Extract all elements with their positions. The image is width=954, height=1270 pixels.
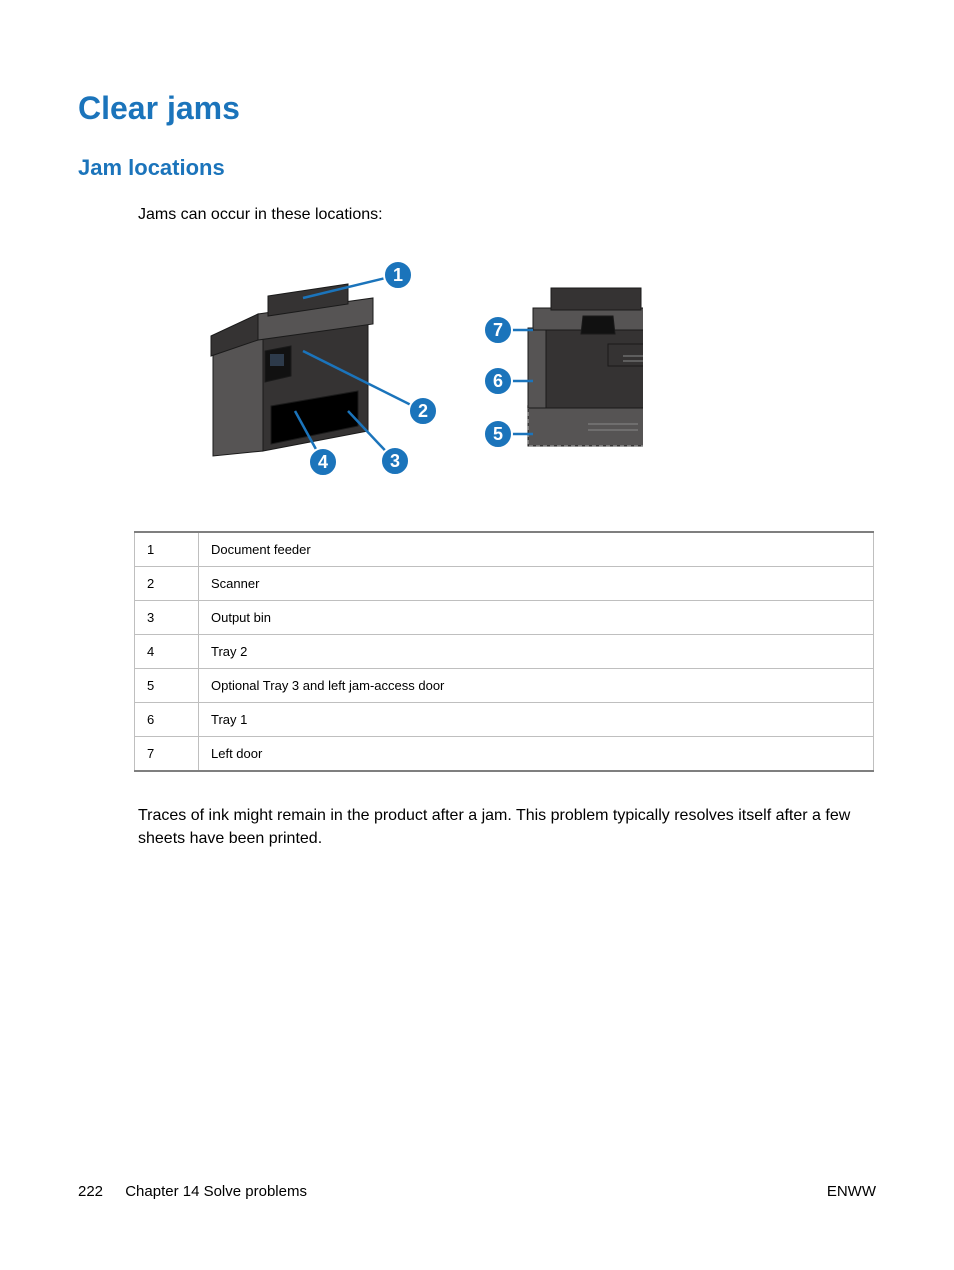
table-cell-number: 1 [135,532,199,567]
table-cell-label: Scanner [199,567,874,601]
svg-text:1: 1 [393,265,403,285]
table-row: 4Tray 2 [135,635,874,669]
jam-location-diagram: 1 2 3 4 5 6 7 [173,256,876,491]
svg-text:2: 2 [418,401,428,421]
table-row: 3Output bin [135,601,874,635]
table-row: 1Document feeder [135,532,874,567]
table-cell-label: Optional Tray 3 and left jam-access door [199,669,874,703]
table-cell-number: 6 [135,703,199,737]
page-footer: 222 Chapter 14 Solve problems ENWW [78,1183,876,1200]
table-row: 7Left door [135,737,874,772]
table-row: 5Optional Tray 3 and left jam-access doo… [135,669,874,703]
table-cell-number: 2 [135,567,199,601]
svg-text:3: 3 [390,451,400,471]
page-title: Clear jams [78,90,876,127]
intro-paragraph: Jams can occur in these locations: [138,203,876,226]
footer-right: ENWW [827,1183,876,1200]
table-cell-label: Output bin [199,601,874,635]
table-cell-number: 5 [135,669,199,703]
table-row: 2Scanner [135,567,874,601]
table-cell-label: Tray 2 [199,635,874,669]
note-paragraph: Traces of ink might remain in the produc… [138,804,876,850]
svg-text:5: 5 [493,424,503,444]
table-cell-label: Tray 1 [199,703,874,737]
table-cell-label: Document feeder [199,532,874,567]
table-cell-label: Left door [199,737,874,772]
svg-text:6: 6 [493,371,503,391]
svg-text:7: 7 [493,320,503,340]
jam-location-table: 1Document feeder2Scanner3Output bin4Tray… [134,531,874,772]
table-cell-number: 4 [135,635,199,669]
section-title: Jam locations [78,155,876,181]
table-cell-number: 3 [135,601,199,635]
table-row: 6Tray 1 [135,703,874,737]
chapter-label: Chapter 14 Solve problems [125,1183,307,1200]
svg-text:4: 4 [318,452,328,472]
table-cell-number: 7 [135,737,199,772]
page-number: 222 [78,1183,103,1200]
